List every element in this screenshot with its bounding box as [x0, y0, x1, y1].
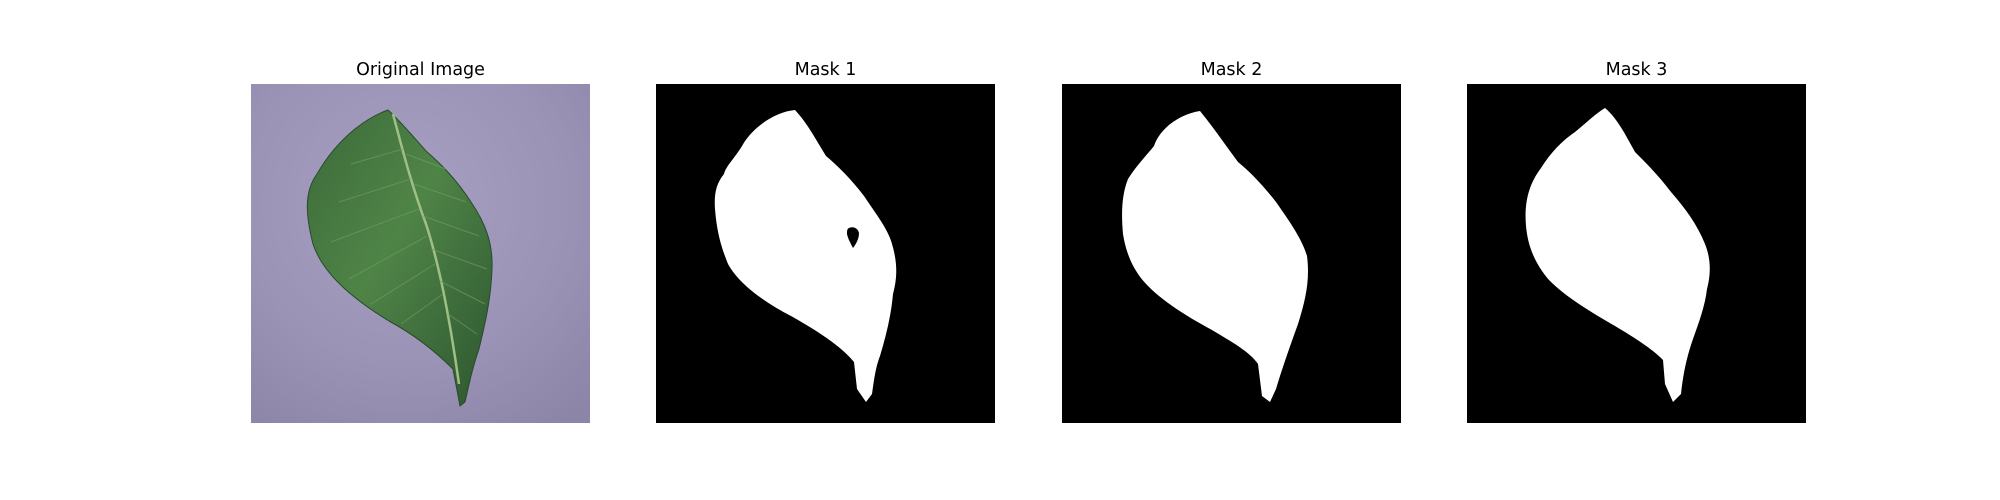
- leaf: [306, 109, 493, 407]
- mask-hole: [847, 227, 859, 248]
- panel-title: Mask 2: [1200, 60, 1263, 80]
- panel-mask-1: Mask 1: [656, 56, 995, 423]
- panel-original-image: Original Image: [251, 56, 590, 423]
- panel-mask-2: Mask 2: [1062, 56, 1401, 423]
- leaf-photo: [251, 84, 590, 423]
- panel-title: Mask 3: [1605, 60, 1668, 80]
- mask-3-image: [1467, 84, 1806, 423]
- mask-2-image: [1062, 84, 1401, 423]
- mask-region: [1122, 111, 1308, 402]
- mask-1-image: [656, 84, 995, 423]
- panel-mask-3: Mask 3: [1467, 56, 1806, 423]
- panel-title: Mask 1: [794, 60, 857, 80]
- mask-region: [1525, 108, 1710, 402]
- mask-region: [714, 110, 897, 402]
- panel-title: Original Image: [356, 60, 485, 80]
- leaf-veins: [330, 148, 488, 335]
- leaf-midrib: [391, 113, 461, 385]
